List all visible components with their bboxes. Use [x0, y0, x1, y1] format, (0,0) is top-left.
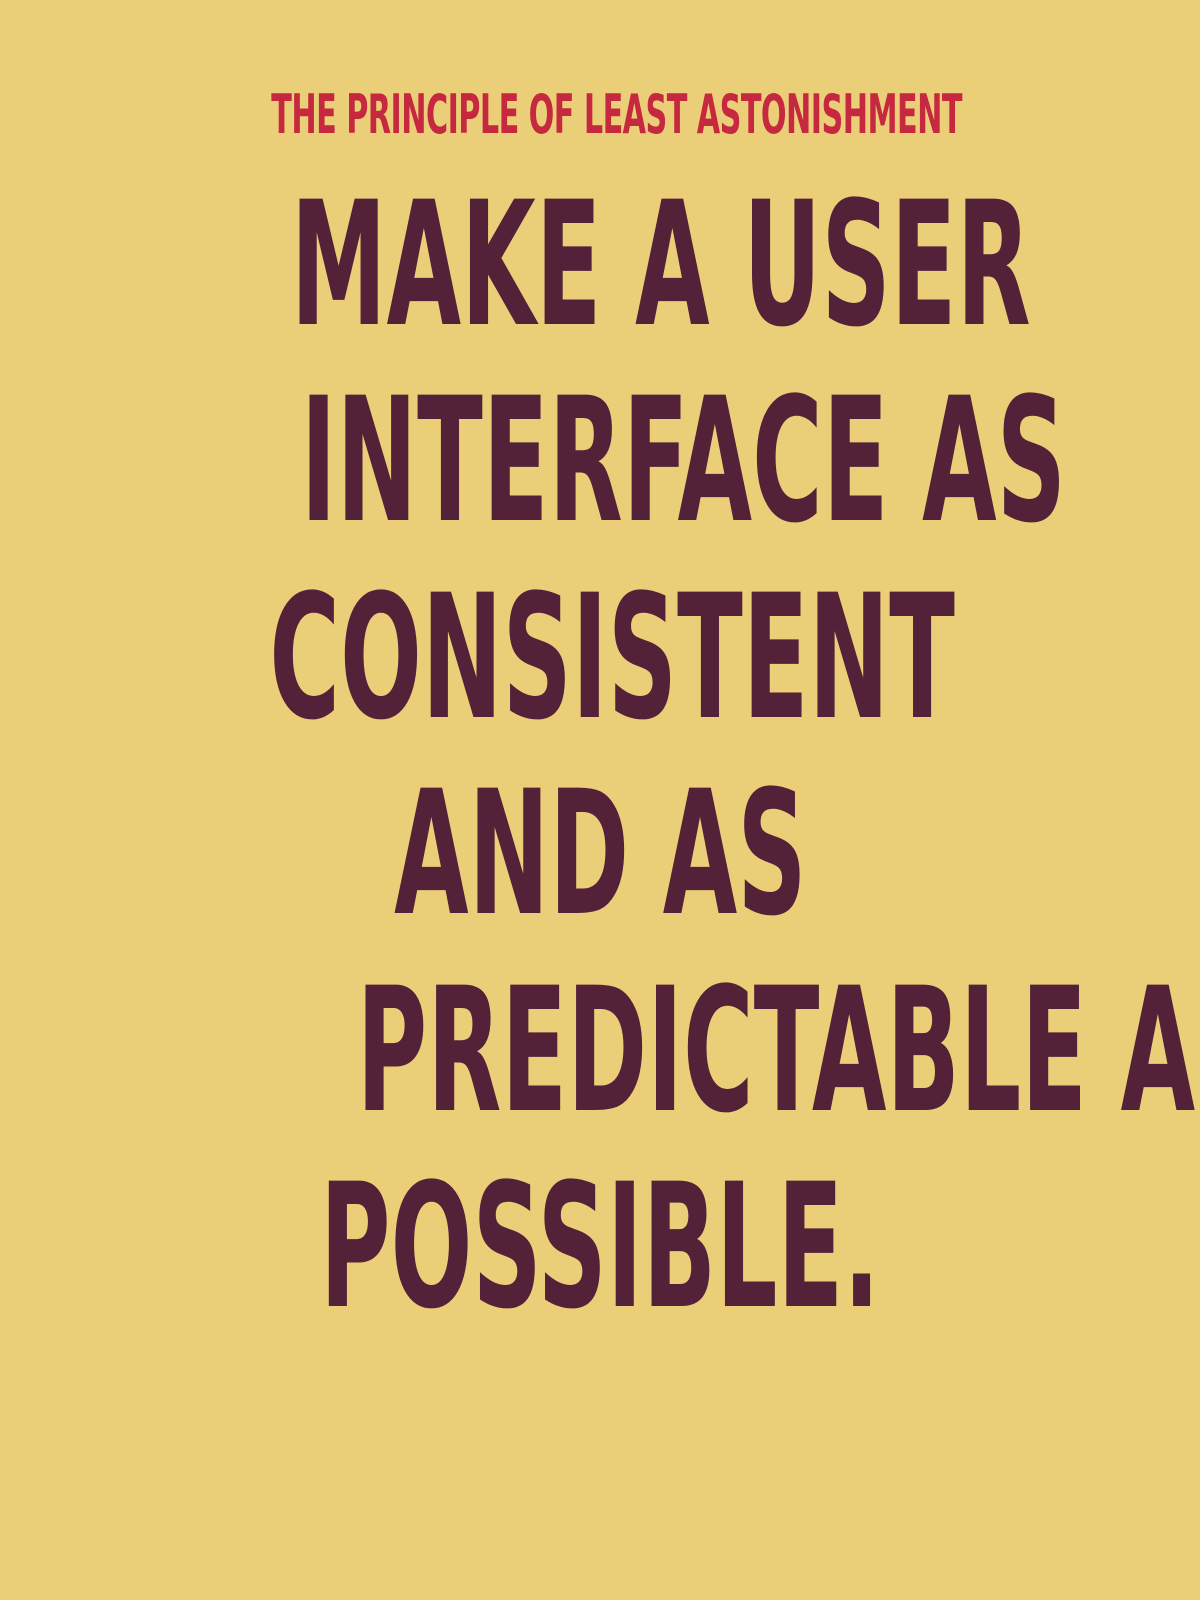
quote-line-5: PREDICTABLE AS	[0, 951, 1200, 1151]
quote-line-4-text: AND AS	[393, 753, 807, 954]
quote-line-5-text: PREDICTABLE AS	[356, 950, 1200, 1151]
quote-line-6-text: POSSIBLE.	[320, 1146, 880, 1347]
kicker-text: THE PRINCIPLE OF LEAST ASTONISHMENT	[271, 83, 962, 146]
quote-line-1-text: MAKE A USER	[290, 164, 1031, 365]
quote-line-2-text: INTERFACE AS	[300, 360, 1067, 561]
quote-line-4: AND AS	[0, 754, 1200, 954]
quote-line-3: CONSISTENT	[0, 558, 1200, 758]
quote-line-1: MAKE A USER	[0, 165, 1200, 365]
quote-line-2: INTERFACE AS	[0, 361, 1200, 561]
quote-line-3-text: CONSISTENT	[269, 557, 955, 758]
poster-kicker: THE PRINCIPLE OF LEAST ASTONISHMENT	[0, 75, 1200, 155]
quote-line-6: POSSIBLE.	[0, 1147, 1200, 1347]
